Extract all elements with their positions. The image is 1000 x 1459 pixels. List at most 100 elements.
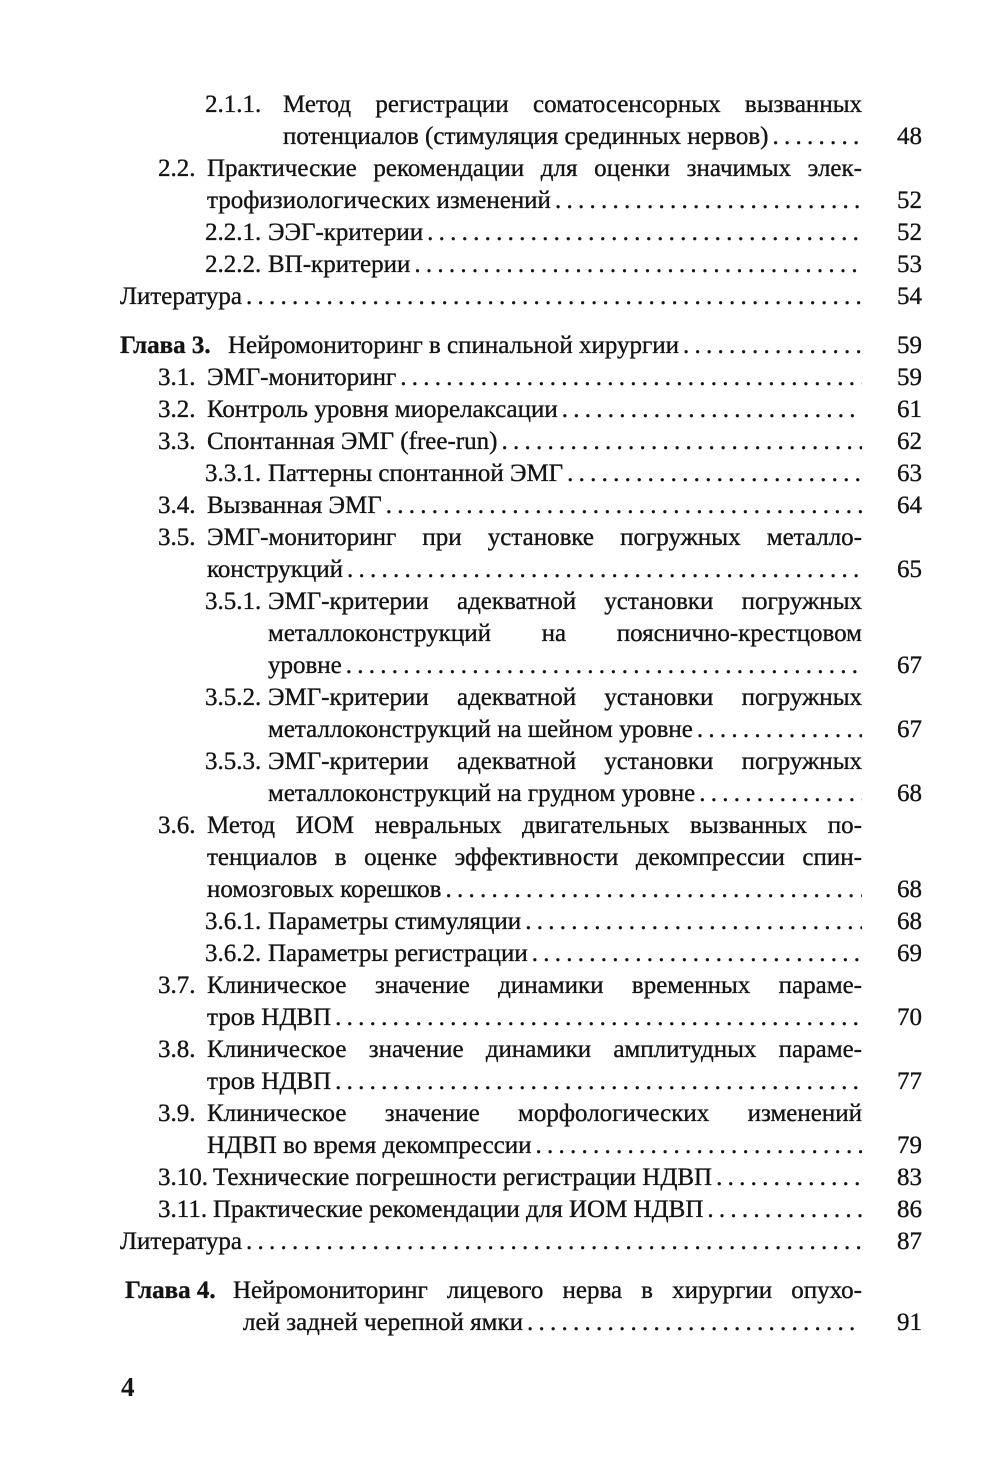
entry-title-text: Практические рекомендации для ИОМ НДВП (213, 1196, 704, 1223)
toc-entry: Глава 4. Нейромониторинг лицевого нерва в… (0, 1275, 1000, 1339)
entry-number: 3.4. (158, 492, 196, 519)
entry-title-last-line: ЭЭГ-критерии (268, 217, 862, 249)
entry-title-line: ЭМГ-мониторинг при установке погружных м… (207, 524, 862, 551)
entry-number: 3.6.1. (205, 908, 262, 935)
dot-leader (697, 714, 862, 746)
entry-title-last-line: уровне (268, 650, 862, 682)
entry-page-number: 64 (897, 492, 922, 519)
entry-number: 2.2.2. (205, 251, 262, 278)
dot-leader (707, 1194, 862, 1226)
entry-number: 3.6. (158, 812, 196, 839)
entry-title-last-line: потенциалов (стимуляция срединных нервов… (283, 121, 862, 153)
entry-title-text: Параметры стимуляции (268, 908, 522, 935)
entry-page-number: 69 (897, 940, 922, 967)
toc-entry: 2.2.2. 53 ВП-критерии (0, 249, 1000, 281)
toc-entry: 87 Литература (0, 1226, 1000, 1258)
entry-title-text: Параметры регистрации (268, 940, 528, 967)
entry-number: 3.7. (158, 972, 196, 999)
toc-entry: 3.5.1. ЭМГ-критерии адекватной установки … (0, 586, 1000, 682)
entry-number: 3.5.3. (205, 748, 262, 775)
entry-page-number: 68 (897, 780, 922, 807)
entry-number: Глава 4. (125, 1277, 216, 1304)
dot-leader (773, 121, 863, 153)
entry-title-text: номозговых корешков (207, 876, 442, 903)
dot-leader (699, 778, 862, 810)
entry-title-last-line: Контроль уровня миорелаксации (207, 394, 862, 426)
toc-entry: 3.6.2. 69 Параметры регистрации (0, 938, 1000, 970)
dot-leader (716, 1162, 862, 1194)
entry-number: 3.5.1. (205, 588, 262, 615)
dot-leader (536, 1130, 862, 1162)
entry-title-last-line: трофизиологических изменений (207, 185, 862, 217)
entry-title-text: тров НДВП (207, 1068, 332, 1095)
entry-title-line: тенциалов в оценке эффективности декомпр… (207, 844, 862, 871)
entry-title-text: тров НДВП (207, 1004, 332, 1031)
entry-title-last-line: ВП-критерии (268, 249, 862, 281)
entry-number: 3.3. (158, 428, 196, 455)
entry-page-number: 83 (897, 1164, 922, 1191)
entry-number: 3.9. (158, 1100, 196, 1127)
entry-title-text: Паттерны спонтанной ЭМГ (268, 460, 564, 487)
entry-title-text: НДВП во время декомпрессии (207, 1132, 532, 1159)
toc-entry: 3.3. 62 Спонтанная ЭМГ (free-run) (0, 426, 1000, 458)
toc-entry: 3.9. Клиническое значение морфологических… (0, 1098, 1000, 1162)
entry-page-number: 63 (897, 460, 922, 487)
entry-title-last-line: металлоконструкций на шейном уровне (268, 714, 862, 746)
entry-page-number: 53 (897, 251, 922, 278)
dot-leader (347, 554, 862, 586)
entry-title-line: ЭМГ-критерии адекватной установки погруж… (268, 588, 862, 615)
toc-entry: 2.1.1. Метод регистрации соматосенсорных … (0, 89, 1000, 153)
entry-title-text: Литература (120, 1228, 242, 1255)
toc-entry: 3.5.2. ЭМГ-критерии адекватной установки … (0, 682, 1000, 746)
entry-title-text: потенциалов (стимуляция срединных нервов… (283, 123, 769, 150)
entry-title-text: Нейромониторинг в спинальной хирургии (228, 332, 680, 359)
entry-number: 3.3.1. (205, 460, 262, 487)
entry-title-text: Технические погрешности регистрации НДВП (213, 1164, 713, 1191)
table-of-contents: 2.1.1. Метод регистрации соматосенсорных … (0, 89, 1000, 1339)
dot-leader (386, 490, 862, 522)
entry-title-line: Клиническое значение динамики временных … (207, 972, 862, 999)
toc-entry: 3.1. 59 ЭМГ-мониторинг (0, 362, 1000, 394)
entry-title-text: металлоконструкций на шейном уровне (268, 716, 693, 743)
entry-title-last-line: Технические погрешности регистрации НДВП (213, 1162, 862, 1194)
entry-number: 3.8. (158, 1036, 196, 1063)
entry-title-last-line: Параметры стимуляции (268, 906, 862, 938)
toc-entry: 3.2. 61 Контроль уровня миорелаксации (0, 394, 1000, 426)
entry-title-line: Метод регистрации соматосенсорных вызван… (283, 91, 862, 118)
toc-entry: 3.6. Метод ИОМ невральных двигательных вы… (0, 810, 1000, 906)
dot-leader (501, 426, 862, 458)
entry-title-text: Вызванная ЭМГ (207, 492, 382, 519)
entry-title-last-line: Литература (120, 1226, 862, 1258)
toc-entry: 2.2. Практические рекомендации для оценки… (0, 153, 1000, 217)
dot-leader (246, 1226, 862, 1258)
entry-title-text: Контроль уровня миорелаксации (207, 396, 558, 423)
entry-title-text: металлоконструкций на грудном уровне (268, 780, 696, 807)
dot-leader (527, 1307, 862, 1339)
entry-title-last-line: Параметры регистрации (268, 938, 862, 970)
toc-entry: 3.3.1. 63 Паттерны спонтанной ЭМГ (0, 458, 1000, 490)
entry-title-last-line: тров НДВП (207, 1002, 862, 1034)
entry-title-text: ВП-критерии (268, 251, 411, 278)
dot-leader (414, 249, 862, 281)
entry-number: 3.5.2. (205, 684, 262, 711)
entry-number: 2.2.1. (205, 219, 262, 246)
entry-title-last-line: лей задней черепной ямки (243, 1307, 862, 1339)
entry-page-number: 62 (897, 428, 922, 455)
toc-entry: 2.2.1. 52 ЭЭГ-критерии (0, 217, 1000, 249)
entry-page-number: 52 (897, 219, 922, 246)
entry-title-text: Литература (120, 283, 242, 310)
entry-page-number: 68 (897, 876, 922, 903)
entry-title-line: Клиническое значение морфологических изм… (207, 1100, 862, 1127)
entry-title-last-line: Спонтанная ЭМГ (free-run) (207, 426, 862, 458)
entry-number: 3.5. (158, 524, 196, 551)
entry-title-text: ЭМГ-мониторинг (207, 364, 397, 391)
dot-leader (346, 650, 862, 682)
entry-page-number: 59 (897, 364, 922, 391)
entry-page-number: 77 (897, 1068, 922, 1095)
entry-title-text: Спонтанная ЭМГ (free-run) (207, 428, 498, 455)
entry-title-last-line: конструкций (207, 554, 862, 586)
entry-title-line: Клиническое значение динамики амплитудны… (207, 1036, 862, 1063)
toc-entry: 3.4. 64 Вызванная ЭМГ (0, 490, 1000, 522)
dot-leader (555, 185, 862, 217)
entry-title-last-line: Нейромониторинг в спинальной хирургии (228, 330, 862, 362)
